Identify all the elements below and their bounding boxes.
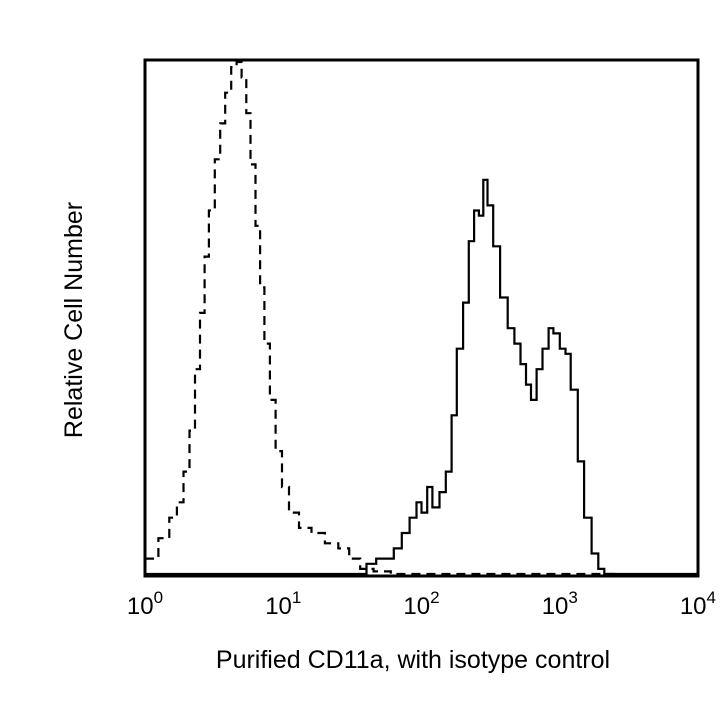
x-tick: 102 bbox=[403, 588, 439, 620]
x-tick: 101 bbox=[265, 588, 301, 620]
x-tick-exponent: 1 bbox=[292, 588, 301, 607]
x-tick-exponent: 2 bbox=[430, 588, 439, 607]
x-tick-label: 104 bbox=[680, 588, 716, 620]
x-tick-layer: 100 101 102 103 104 bbox=[127, 588, 716, 620]
x-tick-label: 102 bbox=[403, 588, 439, 620]
x-tick-label: 100 bbox=[127, 588, 163, 620]
x-tick: 100 bbox=[127, 588, 163, 620]
x-tick-base: 10 bbox=[680, 593, 707, 620]
x-tick-exponent: 0 bbox=[154, 588, 163, 607]
x-tick-base: 10 bbox=[265, 593, 292, 620]
plot-frame bbox=[143, 58, 700, 578]
x-tick-base: 10 bbox=[403, 593, 430, 620]
x-tick: 104 bbox=[680, 588, 716, 620]
x-tick-exponent: 3 bbox=[568, 588, 577, 607]
x-tick-exponent: 4 bbox=[707, 588, 716, 607]
series-layer bbox=[145, 60, 698, 576]
isotype-control-series bbox=[145, 60, 615, 576]
x-tick-base: 10 bbox=[127, 593, 154, 620]
x-tick-label: 101 bbox=[265, 588, 301, 620]
y-axis-label: Relative Cell Number bbox=[60, 202, 88, 438]
x-tick-base: 10 bbox=[542, 593, 569, 620]
cd11a-series bbox=[145, 178, 698, 576]
x-axis-label: Purified CD11a, with isotype control bbox=[216, 646, 610, 674]
x-tick-label: 103 bbox=[542, 588, 578, 620]
x-tick: 103 bbox=[542, 588, 578, 620]
